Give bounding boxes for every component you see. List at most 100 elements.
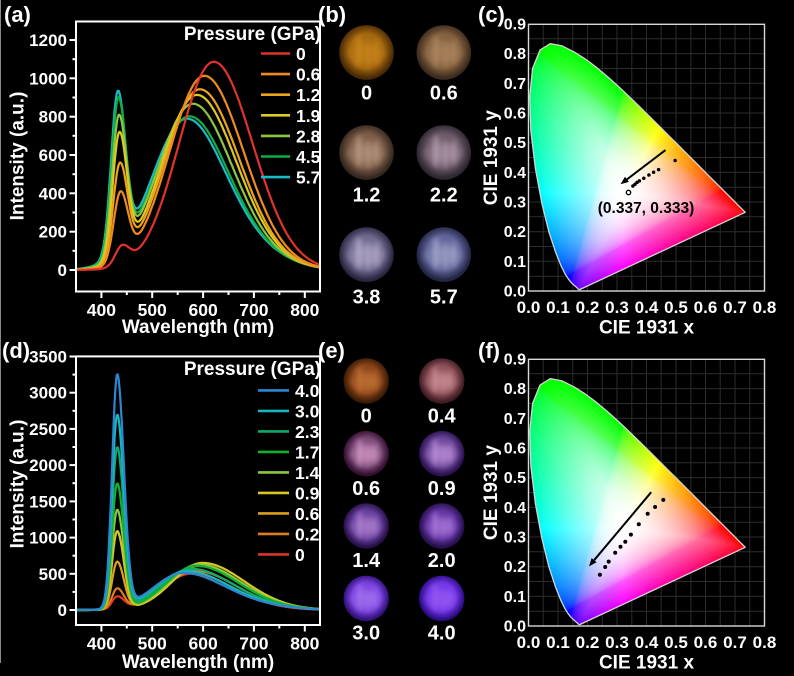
svg-text:4.5: 4.5 (296, 147, 321, 167)
svg-text:600: 600 (188, 300, 217, 320)
svg-text:0.9: 0.9 (295, 483, 320, 503)
svg-text:1.9: 1.9 (296, 106, 321, 126)
svg-text:4.0: 4.0 (295, 381, 320, 401)
svg-text:(b): (b) (318, 2, 346, 27)
svg-text:0.6: 0.6 (694, 298, 718, 317)
svg-text:0: 0 (296, 44, 306, 64)
svg-text:0.2: 0.2 (576, 298, 600, 317)
svg-text:4.0: 4.0 (428, 623, 456, 645)
svg-text:3.0: 3.0 (352, 623, 380, 645)
svg-text:0.0: 0.0 (517, 298, 541, 317)
svg-text:0.2: 0.2 (295, 524, 320, 544)
svg-text:(e): (e) (318, 338, 345, 363)
svg-text:800: 800 (39, 108, 67, 127)
svg-text:0.2: 0.2 (504, 224, 526, 241)
svg-text:0.4: 0.4 (635, 298, 659, 317)
svg-text:0.1: 0.1 (546, 633, 570, 652)
svg-text:0.7: 0.7 (504, 411, 526, 428)
svg-text:(a): (a) (4, 2, 31, 27)
svg-text:1.4: 1.4 (352, 550, 381, 572)
svg-text:Wavelength (nm): Wavelength (nm) (122, 652, 274, 673)
svg-text:2.3: 2.3 (295, 422, 320, 442)
svg-text:(f): (f) (478, 338, 500, 363)
svg-text:0.6: 0.6 (694, 633, 718, 652)
svg-text:0.3: 0.3 (504, 195, 526, 212)
svg-text:(c): (c) (478, 2, 505, 27)
svg-text:1.7: 1.7 (295, 442, 319, 462)
svg-text:0.6: 0.6 (296, 65, 321, 85)
svg-text:0.2: 0.2 (576, 633, 600, 652)
svg-text:3500: 3500 (29, 348, 67, 367)
svg-text:0.5: 0.5 (504, 470, 526, 487)
svg-text:0.9: 0.9 (504, 352, 526, 369)
svg-text:3.8: 3.8 (353, 287, 381, 309)
svg-text:5.7: 5.7 (296, 168, 320, 188)
svg-text:0: 0 (58, 261, 67, 280)
svg-text:200: 200 (39, 223, 67, 242)
svg-text:1000: 1000 (29, 529, 67, 548)
svg-text:0.7: 0.7 (723, 633, 747, 652)
svg-text:Pressure (GPa): Pressure (GPa) (184, 359, 321, 380)
svg-text:0.8: 0.8 (504, 46, 526, 63)
svg-text:1.4: 1.4 (295, 463, 320, 483)
svg-text:0.3: 0.3 (504, 530, 526, 547)
svg-text:0.4: 0.4 (504, 165, 526, 182)
svg-text:0.6: 0.6 (430, 83, 458, 105)
svg-text:0.1: 0.1 (504, 589, 526, 606)
svg-text:(0.337, 0.333): (0.337, 0.333) (598, 200, 695, 217)
svg-text:CIE 1931 x: CIE 1931 x (599, 318, 694, 339)
svg-text:0.6: 0.6 (504, 106, 526, 123)
svg-text:700: 700 (239, 634, 268, 654)
svg-text:5.7: 5.7 (430, 287, 458, 309)
svg-text:0.5: 0.5 (664, 633, 688, 652)
svg-text:0.3: 0.3 (605, 633, 629, 652)
svg-text:0.1: 0.1 (504, 254, 526, 271)
svg-text:3.0: 3.0 (295, 401, 320, 421)
svg-text:Intensity (a.u.): Intensity (a.u.) (8, 420, 29, 549)
svg-text:0.3: 0.3 (605, 298, 629, 317)
svg-text:1000: 1000 (29, 69, 67, 88)
svg-text:Pressure (GPa): Pressure (GPa) (184, 24, 321, 45)
svg-text:0.2: 0.2 (504, 559, 526, 576)
svg-text:0.9: 0.9 (504, 17, 526, 34)
svg-text:400: 400 (39, 184, 67, 203)
svg-text:0.1: 0.1 (546, 298, 570, 317)
svg-text:2.0: 2.0 (428, 550, 456, 572)
svg-text:800: 800 (290, 634, 319, 654)
svg-text:Intensity (a.u.): Intensity (a.u.) (8, 92, 29, 221)
svg-text:Wavelength (nm): Wavelength (nm) (122, 317, 274, 338)
svg-text:500: 500 (138, 634, 167, 654)
svg-text:0: 0 (361, 83, 372, 105)
svg-text:0.6: 0.6 (295, 504, 320, 524)
svg-text:0.4: 0.4 (504, 500, 526, 517)
svg-text:0.5: 0.5 (664, 298, 688, 317)
svg-text:3000: 3000 (29, 384, 67, 403)
svg-text:1500: 1500 (29, 492, 67, 511)
svg-text:0.8: 0.8 (504, 381, 526, 398)
svg-text:0.4: 0.4 (635, 633, 659, 652)
svg-text:600: 600 (188, 634, 217, 654)
svg-text:0.6: 0.6 (352, 478, 380, 500)
svg-text:0: 0 (361, 406, 372, 428)
svg-text:0.9: 0.9 (428, 478, 456, 500)
svg-text:2.8: 2.8 (296, 126, 321, 146)
svg-text:0.7: 0.7 (504, 76, 526, 93)
svg-text:700: 700 (239, 300, 268, 320)
svg-text:2.2: 2.2 (430, 185, 458, 207)
svg-text:600: 600 (39, 146, 67, 165)
svg-text:0.5: 0.5 (504, 135, 526, 152)
svg-text:500: 500 (138, 300, 167, 320)
svg-text:400: 400 (87, 300, 116, 320)
svg-text:0.0: 0.0 (504, 619, 526, 636)
svg-text:1.2: 1.2 (296, 85, 321, 105)
svg-text:800: 800 (290, 300, 319, 320)
svg-text:0.8: 0.8 (753, 298, 777, 317)
svg-text:0.4: 0.4 (428, 406, 457, 428)
svg-text:0.0: 0.0 (504, 284, 526, 301)
svg-text:CIE 1931 y: CIE 1931 y (481, 445, 502, 540)
svg-text:2000: 2000 (29, 456, 67, 475)
svg-text:500: 500 (39, 565, 67, 584)
svg-text:1200: 1200 (29, 31, 67, 50)
svg-text:CIE 1931 x: CIE 1931 x (599, 653, 694, 674)
svg-text:(d): (d) (2, 338, 30, 363)
